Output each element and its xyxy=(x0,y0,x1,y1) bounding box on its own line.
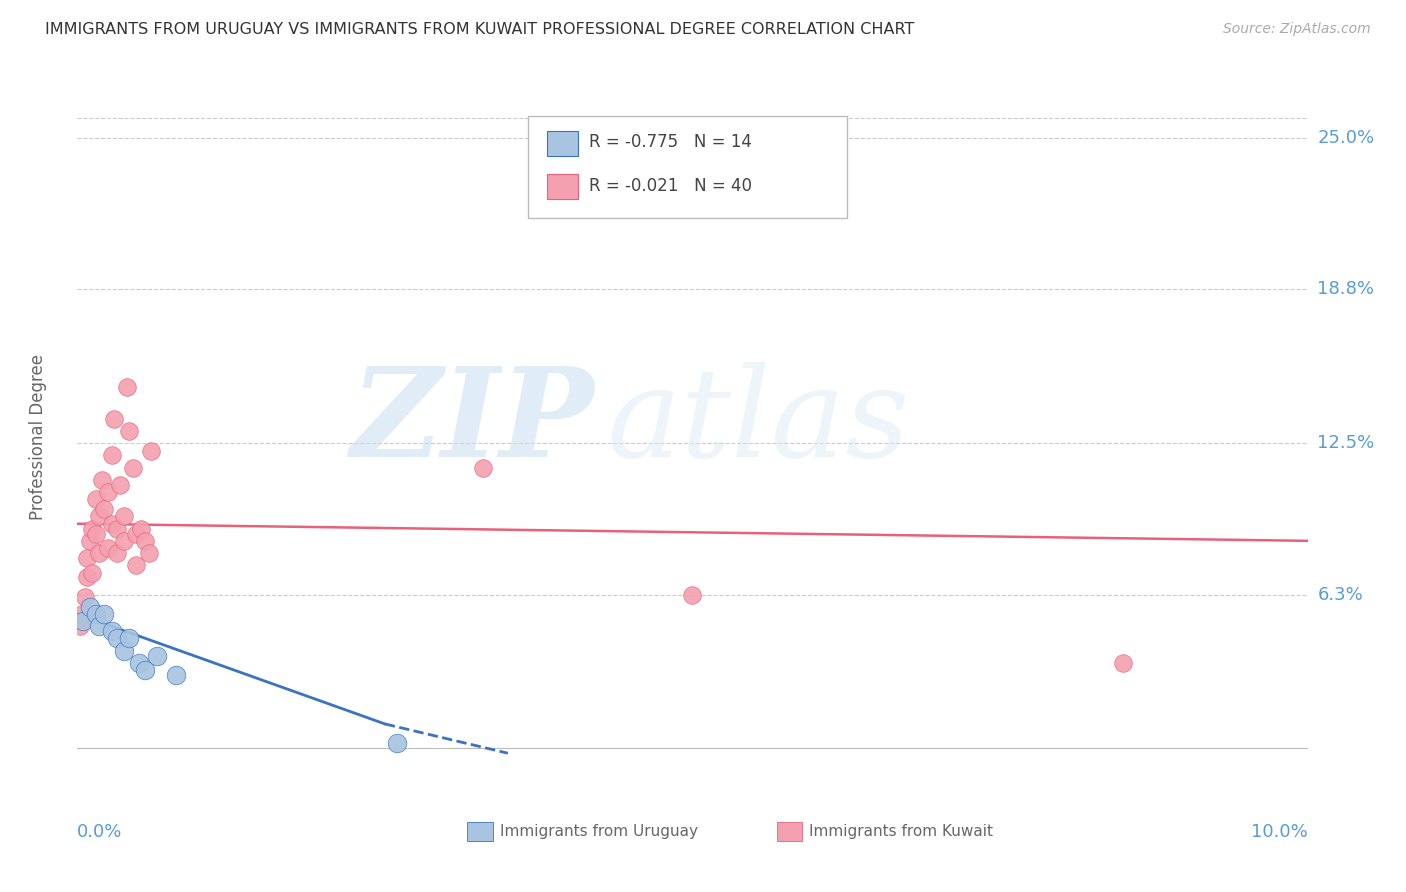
Point xyxy=(73,590,96,604)
Text: IMMIGRANTS FROM URUGUAY VS IMMIGRANTS FROM KUWAIT PROFESSIONAL DEGREE CORRELATIO: IMMIGRANTS FROM URUGUAY VS IMMIGRANTS FR… xyxy=(45,22,914,37)
Point xyxy=(101,516,124,531)
Point xyxy=(125,558,148,573)
Point xyxy=(103,411,125,425)
Point xyxy=(112,509,135,524)
Point xyxy=(82,566,104,580)
Point xyxy=(72,615,94,629)
Text: 25.0%: 25.0% xyxy=(1317,129,1375,147)
Point xyxy=(76,550,98,565)
Point xyxy=(134,663,156,677)
Point xyxy=(118,632,141,646)
Point xyxy=(134,533,156,548)
Point xyxy=(79,533,101,548)
Text: Professional Degree: Professional Degree xyxy=(28,354,46,520)
Point xyxy=(141,443,163,458)
Point xyxy=(472,460,495,475)
Point xyxy=(84,492,107,507)
Point xyxy=(112,533,135,548)
Text: 6.3%: 6.3% xyxy=(1317,585,1364,604)
Point xyxy=(101,624,124,639)
Point xyxy=(138,546,160,560)
Point xyxy=(682,588,704,602)
Point xyxy=(128,656,150,670)
Point xyxy=(121,460,143,475)
Text: Source: ZipAtlas.com: Source: ZipAtlas.com xyxy=(1223,22,1371,37)
Text: ZIP: ZIP xyxy=(350,362,595,484)
Point xyxy=(110,477,132,491)
Point xyxy=(69,619,91,633)
Point xyxy=(105,632,128,646)
Point xyxy=(97,541,120,556)
Text: 18.8%: 18.8% xyxy=(1317,280,1375,299)
Point xyxy=(387,736,409,750)
Point xyxy=(146,648,169,663)
Text: 10.0%: 10.0% xyxy=(1251,823,1308,841)
Text: R = -0.775   N = 14: R = -0.775 N = 14 xyxy=(589,133,752,152)
Point xyxy=(93,502,115,516)
Point xyxy=(118,424,141,438)
Point xyxy=(84,607,107,621)
Text: atlas: atlas xyxy=(606,362,910,484)
Point xyxy=(1112,656,1135,670)
Text: 12.5%: 12.5% xyxy=(1317,434,1375,452)
Point xyxy=(105,522,128,536)
Point xyxy=(89,509,111,524)
Text: Immigrants from Kuwait: Immigrants from Kuwait xyxy=(810,824,993,838)
Point xyxy=(97,485,120,500)
Point xyxy=(93,607,115,621)
Point xyxy=(165,668,187,682)
Point xyxy=(131,522,153,536)
Point xyxy=(70,607,93,621)
Point xyxy=(115,380,138,394)
Point xyxy=(84,526,107,541)
Point xyxy=(101,449,124,463)
Point xyxy=(89,619,111,633)
Point xyxy=(90,473,114,487)
Point xyxy=(79,599,101,614)
Text: 0.0%: 0.0% xyxy=(77,823,122,841)
Point xyxy=(89,546,111,560)
Point xyxy=(112,643,135,657)
Point xyxy=(76,570,98,584)
Point xyxy=(82,522,104,536)
Point xyxy=(105,546,128,560)
Point xyxy=(125,526,148,541)
Text: Immigrants from Uruguay: Immigrants from Uruguay xyxy=(501,824,697,838)
Text: R = -0.021   N = 40: R = -0.021 N = 40 xyxy=(589,177,752,194)
